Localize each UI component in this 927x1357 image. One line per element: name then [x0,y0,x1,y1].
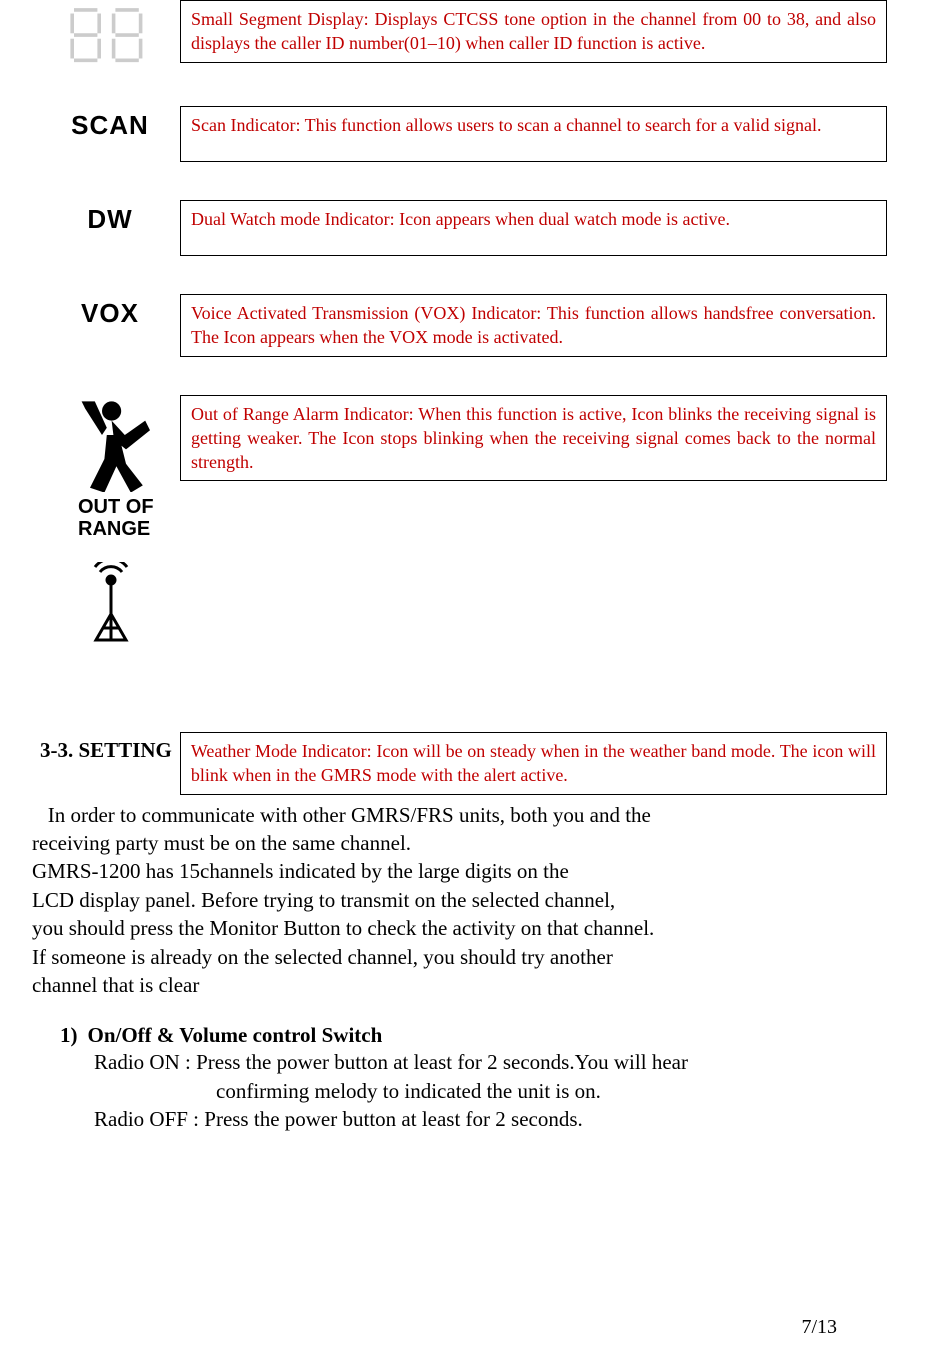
vox-description: Voice Activated Transmission (VOX) Indic… [180,294,887,357]
segment-display-icon [40,0,180,68]
out-of-range-row: OUT OF RANGE Out of Range Alarm Indicato… [40,395,887,541]
segment-display-description: Small Segment Display: Displays CTCSS to… [180,0,887,63]
out-of-range-label-line1: OUT OF [78,496,154,518]
vox-row: VOX Voice Activated Transmission (VOX) I… [40,294,887,357]
out-of-range-description: Out of Range Alarm Indicator: When this … [180,395,887,482]
scan-description: Scan Indicator: This function allows use… [180,106,887,162]
sub-line-1: Radio ON : Press the power button at lea… [94,1048,887,1076]
section-heading-row: 3-3. SETTING Weather Mode Indicator: Ico… [40,732,887,795]
out-of-range-icon [78,399,150,493]
scan-icon-cell: SCAN [40,106,180,141]
body-line-2: receiving party must be on the same chan… [32,829,887,857]
segment-display-row: Small Segment Display: Displays CTCSS to… [40,0,887,68]
out-of-range-icon-cell: OUT OF RANGE [40,395,180,541]
body-line-5: you should press the Monitor Button to c… [32,914,887,942]
weather-antenna-icon [86,562,136,642]
body-line-7: channel that is clear [32,971,887,999]
scan-icon: SCAN [71,110,149,141]
antenna-icon-cell [40,548,180,642]
body-line-6: If someone is already on the selected ch… [32,943,887,971]
weather-description: Weather Mode Indicator: Icon will be on … [180,732,887,795]
dw-icon-cell: DW [40,200,180,235]
dw-row: DW Dual Watch mode Indicator: Icon appea… [40,200,887,256]
out-of-range-label: OUT OF RANGE [78,496,154,540]
subsection-1-number: 1) [60,1023,78,1047]
body-line-3: GMRS-1200 has 15channels indicated by th… [32,857,887,885]
out-of-range-label-line2: RANGE [78,518,154,540]
sub-line-3: Radio OFF : Press the power button at le… [94,1105,887,1133]
section-body: In order to communicate with other GMRS/… [32,801,887,999]
vox-icon-cell: VOX [40,294,180,329]
body-line-1: In order to communicate with other GMRS/… [32,801,887,829]
page-number: 7/13 [801,1316,837,1339]
subsection-1-title: On/Off & Volume control Switch [88,1023,383,1047]
scan-row: SCAN Scan Indicator: This function allow… [40,106,887,162]
antenna-row [40,548,887,642]
section-heading: 3-3. SETTING [40,732,172,763]
dw-icon: DW [87,204,132,235]
body-line-4: LCD display panel. Before trying to tran… [32,886,887,914]
dw-description: Dual Watch mode Indicator: Icon appears … [180,200,887,256]
subsection-1-heading: 1) On/Off & Volume control Switch [60,1023,887,1048]
vox-icon: VOX [81,298,139,329]
sub-line-2: confirming melody to indicated the unit … [216,1077,887,1105]
seven-segment-icon [65,4,155,68]
subsection-1-body: Radio ON : Press the power button at lea… [94,1048,887,1133]
